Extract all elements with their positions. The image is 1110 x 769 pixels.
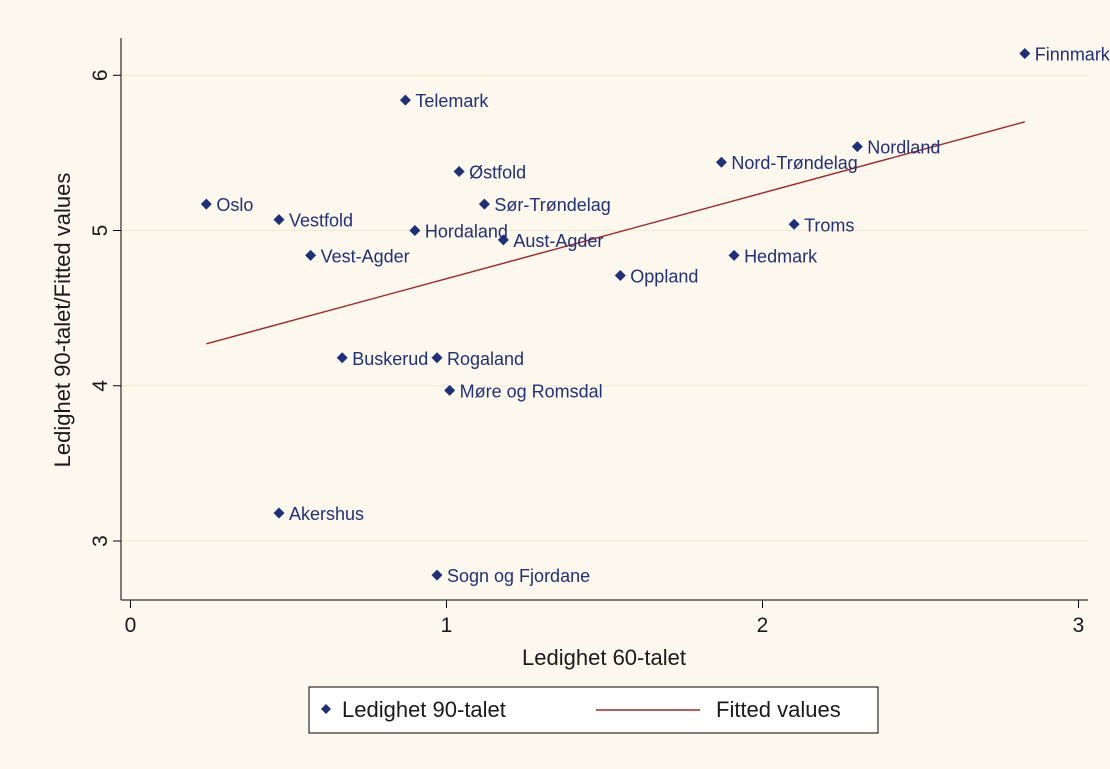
x-axis-title: Ledighet 60-talet — [522, 645, 686, 670]
data-point-14 — [336, 352, 348, 364]
data-point-6 — [478, 198, 490, 210]
data-point-3 — [715, 156, 727, 168]
data-point-4 — [453, 166, 465, 178]
data-label-10: Aust-Agder — [513, 231, 603, 251]
data-label-16: Møre og Romsdal — [460, 381, 603, 401]
data-point-16 — [444, 384, 456, 396]
data-label-13: Oppland — [630, 267, 698, 287]
data-label-14: Buskerud — [352, 349, 428, 369]
data-point-1 — [399, 94, 411, 106]
data-point-5 — [200, 198, 212, 210]
data-point-9 — [409, 225, 421, 237]
data-label-9: Hordaland — [425, 222, 508, 242]
data-label-12: Hedmark — [744, 246, 818, 266]
legend-label-series-2: Fitted values — [716, 697, 841, 722]
fitted-values-line — [206, 121, 1025, 345]
y-axis-title: Ledighet 90-talet/Fitted values — [50, 173, 75, 468]
data-point-13 — [614, 270, 626, 282]
data-label-6: Sør-Trøndelag — [494, 195, 610, 215]
legend-label-series-1: Ledighet 90-talet — [342, 697, 506, 722]
y-tick-label-3: 6 — [89, 69, 112, 81]
legend-box — [308, 686, 879, 734]
legend: Ledighet 90-talet Fitted values — [308, 686, 879, 734]
x-tick-label-3: 3 — [1073, 614, 1085, 637]
y-tick-label-2: 5 — [89, 225, 112, 237]
data-point-8 — [788, 218, 800, 230]
axes: 3 4 5 6 0 1 2 3 — [89, 38, 1088, 637]
data-label-18: Sogn og Fjordane — [447, 566, 590, 586]
data-label-8: Troms — [804, 215, 854, 235]
data-label-15: Rogaland — [447, 349, 524, 369]
y-tick-label-1: 4 — [89, 380, 112, 392]
fitted-line-layer — [206, 121, 1025, 345]
data-point-15 — [431, 352, 443, 364]
data-label-4: Østfold — [469, 163, 526, 183]
legend-marker-diamond-icon — [321, 704, 331, 714]
data-point-17 — [273, 507, 285, 519]
data-point-7 — [273, 214, 285, 226]
data-point-10 — [497, 234, 509, 246]
data-label-5: Oslo — [216, 195, 253, 215]
data-point-12 — [728, 249, 740, 261]
y-tick-label-0: 3 — [89, 535, 112, 547]
data-label-11: Vest-Agder — [321, 246, 410, 266]
data-label-7: Vestfold — [289, 211, 353, 231]
data-point-18 — [431, 569, 443, 581]
data-point-11 — [305, 249, 317, 261]
data-point-0 — [1019, 48, 1031, 60]
data-label-2: Nordland — [867, 138, 940, 158]
data-labels: Finnmark Telemark Nordland Nord-Trøndelag Øs… — [216, 45, 1110, 587]
data-label-3: Nord-Trøndelag — [731, 153, 857, 173]
x-tick-label-0: 0 — [125, 614, 137, 637]
data-label-17: Akershus — [289, 504, 364, 524]
data-label-0: Finnmark — [1035, 45, 1110, 65]
x-tick-label-2: 2 — [757, 614, 769, 637]
x-tick-label-1: 1 — [441, 614, 453, 637]
gridlines — [121, 74, 1088, 542]
data-point-2 — [851, 141, 863, 153]
data-label-1: Telemark — [415, 91, 489, 111]
data-points — [200, 48, 1031, 581]
